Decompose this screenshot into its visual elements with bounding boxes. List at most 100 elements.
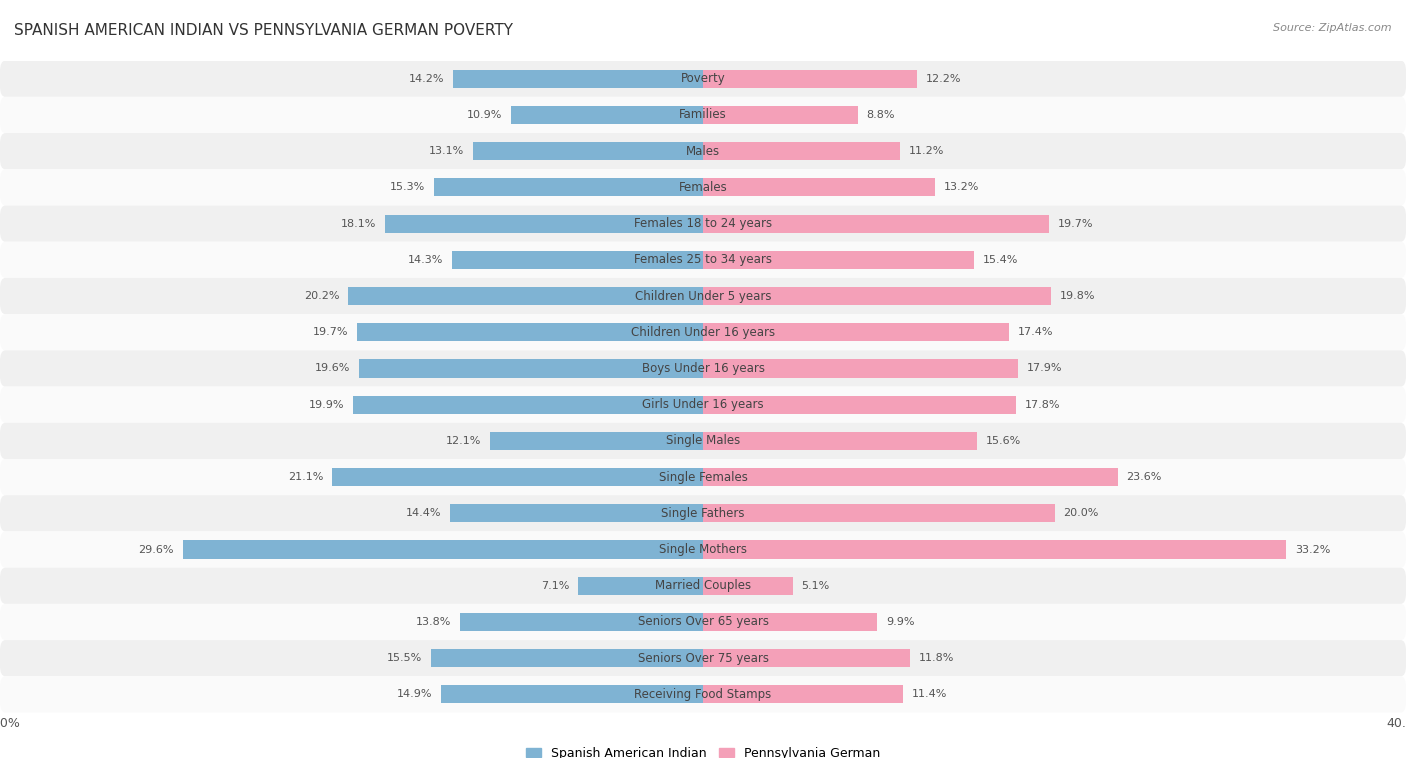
Text: 14.9%: 14.9% bbox=[396, 690, 433, 700]
Bar bbox=[349, 287, 703, 305]
Bar bbox=[359, 359, 703, 377]
Text: 18.1%: 18.1% bbox=[340, 218, 375, 229]
Bar bbox=[578, 577, 703, 595]
Text: Girls Under 16 years: Girls Under 16 years bbox=[643, 398, 763, 411]
Bar bbox=[454, 70, 703, 88]
Text: 20.0%: 20.0% bbox=[1063, 509, 1098, 518]
Bar bbox=[703, 287, 1052, 305]
Bar bbox=[703, 143, 900, 160]
Bar bbox=[472, 143, 703, 160]
Bar bbox=[703, 432, 977, 450]
Text: 13.1%: 13.1% bbox=[429, 146, 464, 156]
Bar bbox=[703, 106, 858, 124]
Bar bbox=[434, 178, 703, 196]
Text: 15.3%: 15.3% bbox=[389, 183, 425, 193]
Text: Females 18 to 24 years: Females 18 to 24 years bbox=[634, 217, 772, 230]
Bar bbox=[703, 359, 1018, 377]
Bar bbox=[703, 685, 904, 703]
Bar bbox=[451, 251, 703, 269]
FancyBboxPatch shape bbox=[0, 97, 1406, 133]
Text: 14.4%: 14.4% bbox=[406, 509, 441, 518]
Text: 19.8%: 19.8% bbox=[1060, 291, 1095, 301]
Text: 19.6%: 19.6% bbox=[315, 364, 350, 374]
Bar bbox=[385, 215, 703, 233]
Text: 9.9%: 9.9% bbox=[886, 617, 914, 627]
Bar bbox=[703, 70, 917, 88]
FancyBboxPatch shape bbox=[0, 61, 1406, 97]
Bar bbox=[183, 540, 703, 559]
Text: 10.9%: 10.9% bbox=[467, 110, 503, 120]
Bar bbox=[430, 649, 703, 667]
Text: Children Under 16 years: Children Under 16 years bbox=[631, 326, 775, 339]
Text: Females 25 to 34 years: Females 25 to 34 years bbox=[634, 253, 772, 266]
Bar bbox=[461, 613, 703, 631]
Text: 33.2%: 33.2% bbox=[1295, 544, 1330, 555]
Text: 20.2%: 20.2% bbox=[304, 291, 339, 301]
Bar bbox=[512, 106, 703, 124]
Text: Single Mothers: Single Mothers bbox=[659, 543, 747, 556]
Text: Married Couples: Married Couples bbox=[655, 579, 751, 592]
Text: 15.4%: 15.4% bbox=[983, 255, 1018, 265]
FancyBboxPatch shape bbox=[0, 459, 1406, 495]
Text: 29.6%: 29.6% bbox=[139, 544, 174, 555]
Bar bbox=[491, 432, 703, 450]
Bar bbox=[703, 504, 1054, 522]
Bar bbox=[703, 540, 1286, 559]
Text: 12.2%: 12.2% bbox=[927, 74, 962, 83]
Bar bbox=[353, 396, 703, 414]
Text: 5.1%: 5.1% bbox=[801, 581, 830, 590]
Text: Source: ZipAtlas.com: Source: ZipAtlas.com bbox=[1274, 23, 1392, 33]
Text: 17.9%: 17.9% bbox=[1026, 364, 1062, 374]
Bar bbox=[703, 251, 973, 269]
Text: 15.6%: 15.6% bbox=[986, 436, 1021, 446]
FancyBboxPatch shape bbox=[0, 133, 1406, 169]
Text: 19.9%: 19.9% bbox=[309, 399, 344, 409]
FancyBboxPatch shape bbox=[0, 314, 1406, 350]
Text: Seniors Over 65 years: Seniors Over 65 years bbox=[637, 615, 769, 628]
Text: 15.5%: 15.5% bbox=[387, 653, 422, 663]
FancyBboxPatch shape bbox=[0, 568, 1406, 604]
Text: Children Under 5 years: Children Under 5 years bbox=[634, 290, 772, 302]
Bar bbox=[703, 215, 1049, 233]
FancyBboxPatch shape bbox=[0, 205, 1406, 242]
Text: 11.2%: 11.2% bbox=[908, 146, 943, 156]
FancyBboxPatch shape bbox=[0, 242, 1406, 278]
Text: Receiving Food Stamps: Receiving Food Stamps bbox=[634, 688, 772, 701]
Text: 8.8%: 8.8% bbox=[866, 110, 896, 120]
Bar bbox=[703, 613, 877, 631]
Legend: Spanish American Indian, Pennsylvania German: Spanish American Indian, Pennsylvania Ge… bbox=[520, 742, 886, 758]
Bar bbox=[703, 577, 793, 595]
Text: 12.1%: 12.1% bbox=[446, 436, 481, 446]
Text: Females: Females bbox=[679, 181, 727, 194]
Text: Poverty: Poverty bbox=[681, 72, 725, 85]
Bar bbox=[703, 649, 911, 667]
Bar bbox=[332, 468, 703, 486]
Text: Single Fathers: Single Fathers bbox=[661, 507, 745, 520]
FancyBboxPatch shape bbox=[0, 495, 1406, 531]
Text: 13.8%: 13.8% bbox=[416, 617, 451, 627]
Text: 7.1%: 7.1% bbox=[541, 581, 569, 590]
Text: Single Females: Single Females bbox=[658, 471, 748, 484]
Text: SPANISH AMERICAN INDIAN VS PENNSYLVANIA GERMAN POVERTY: SPANISH AMERICAN INDIAN VS PENNSYLVANIA … bbox=[14, 23, 513, 38]
FancyBboxPatch shape bbox=[0, 278, 1406, 314]
FancyBboxPatch shape bbox=[0, 604, 1406, 640]
FancyBboxPatch shape bbox=[0, 350, 1406, 387]
Text: Boys Under 16 years: Boys Under 16 years bbox=[641, 362, 765, 375]
Text: Seniors Over 75 years: Seniors Over 75 years bbox=[637, 652, 769, 665]
Text: 14.3%: 14.3% bbox=[408, 255, 443, 265]
FancyBboxPatch shape bbox=[0, 531, 1406, 568]
Bar bbox=[703, 468, 1118, 486]
FancyBboxPatch shape bbox=[0, 387, 1406, 423]
FancyBboxPatch shape bbox=[0, 640, 1406, 676]
Bar bbox=[441, 685, 703, 703]
Text: 19.7%: 19.7% bbox=[312, 327, 349, 337]
FancyBboxPatch shape bbox=[0, 169, 1406, 205]
Text: 14.2%: 14.2% bbox=[409, 74, 444, 83]
FancyBboxPatch shape bbox=[0, 676, 1406, 713]
Text: 17.8%: 17.8% bbox=[1025, 399, 1060, 409]
Text: Males: Males bbox=[686, 145, 720, 158]
Text: 11.4%: 11.4% bbox=[912, 690, 948, 700]
Bar bbox=[357, 323, 703, 341]
Text: 17.4%: 17.4% bbox=[1018, 327, 1053, 337]
Text: 21.1%: 21.1% bbox=[288, 472, 323, 482]
